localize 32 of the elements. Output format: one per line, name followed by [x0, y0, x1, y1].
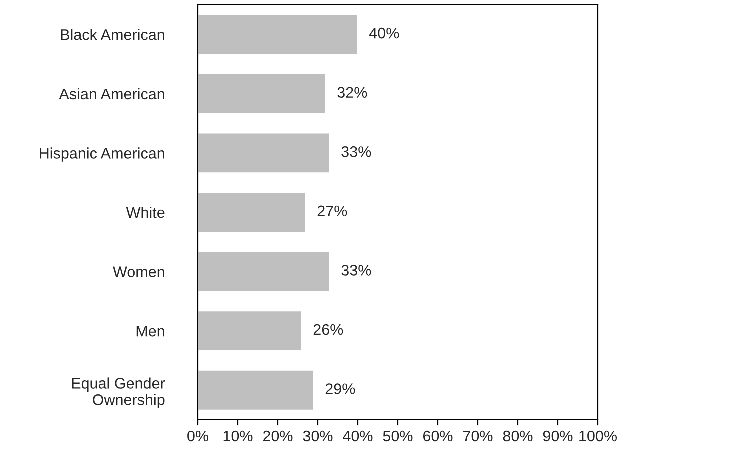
- y-tick-label: Women: [113, 266, 164, 278]
- bar: [198, 250, 331, 293]
- x-tick-label: 100%: [580, 430, 617, 442]
- bar: [198, 73, 327, 115]
- data-label: 27%: [318, 206, 348, 217]
- data-label: 26%: [314, 324, 344, 336]
- y-tick-label: Asian American: [59, 88, 164, 100]
- x-tick-label: 40%: [343, 430, 373, 442]
- bar: [198, 192, 307, 234]
- x-tick-label: 60%: [423, 430, 453, 442]
- bar: [198, 14, 359, 56]
- y-tick-label: Men: [136, 326, 164, 337]
- y-tick-label: Equal Gender Ownership: [72, 378, 166, 408]
- data-label: 40%: [369, 28, 400, 39]
- data-label: 33%: [342, 146, 372, 158]
- x-tick-label: 80%: [503, 430, 533, 442]
- y-tick-label: Hispanic American: [40, 148, 164, 162]
- x-tick-label: 50%: [383, 430, 413, 442]
- x-tick-label: 20%: [263, 430, 293, 442]
- y-tick-label: White: [126, 206, 165, 218]
- x-tick-label: 10%: [224, 430, 253, 442]
- x-tick-label: 90%: [543, 430, 573, 442]
- x-tick-label: 70%: [463, 430, 493, 442]
- x-tick-label: 30%: [303, 430, 333, 442]
- data-label: 33%: [342, 265, 372, 276]
- y-tick-label: Black American: [61, 29, 164, 40]
- x-tick-label: 0%: [188, 430, 208, 442]
- data-label: 32%: [338, 87, 368, 98]
- bar: [198, 370, 315, 412]
- bar: [198, 132, 331, 174]
- bar: [198, 310, 303, 352]
- data-label: 29%: [326, 384, 356, 394]
